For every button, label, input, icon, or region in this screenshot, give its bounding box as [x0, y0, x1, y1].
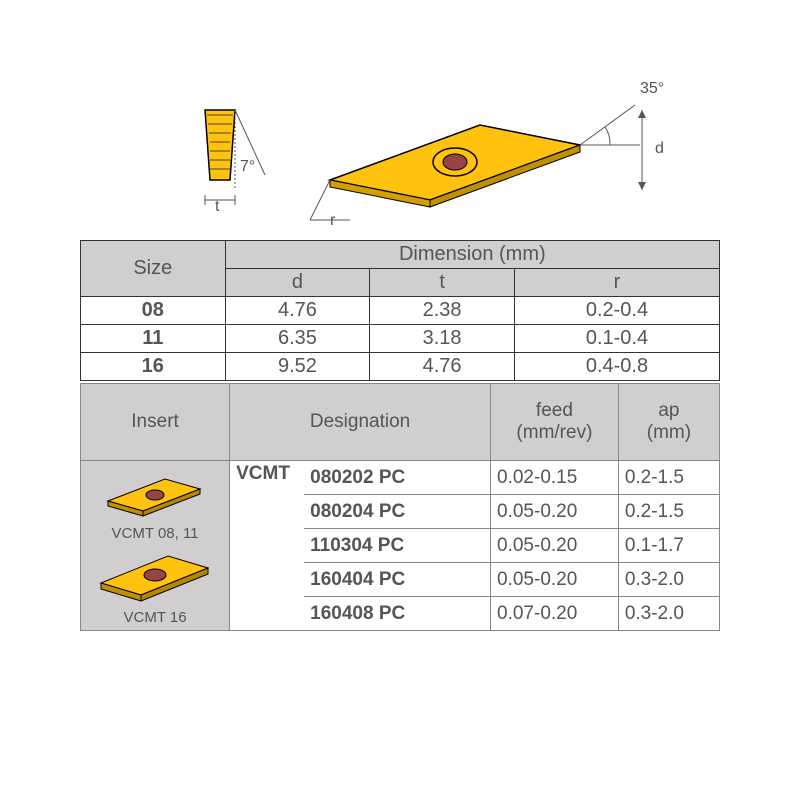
insert-large-icon	[93, 548, 218, 603]
table-row: 08 4.76 2.38 0.2-0.4	[81, 297, 720, 325]
dimension-table: Size Dimension (mm) d t r 08 4.76 2.38 0…	[80, 240, 720, 381]
insert-small-icon	[100, 471, 210, 519]
angle-tip-label: 35°	[640, 80, 664, 98]
angle-relief-label: 7°	[240, 158, 255, 176]
insert-header: Insert	[81, 384, 230, 461]
col-r: r	[514, 269, 719, 297]
r-label: r	[330, 212, 335, 230]
table-row: VCMT 08, 11 VCMT 16 VCMT 080202 PC 0.02-…	[81, 461, 720, 495]
size-header: Size	[81, 241, 226, 297]
d-label: d	[655, 140, 664, 158]
technical-diagram: 7° t 35° d r	[180, 80, 720, 240]
t-label: t	[215, 198, 219, 216]
ap-header: ap (mm)	[618, 384, 719, 461]
table-row: 16 9.52 4.76 0.4-0.8	[81, 353, 720, 381]
col-t: t	[370, 269, 515, 297]
insert-label-a: VCMT 08, 11	[85, 525, 225, 542]
insert-images-cell: VCMT 08, 11 VCMT 16	[81, 461, 230, 631]
table-row: 11 6.35 3.18 0.1-0.4	[81, 325, 720, 353]
feed-header: feed (mm/rev)	[491, 384, 619, 461]
dimension-header: Dimension (mm)	[225, 241, 719, 269]
designation-prefix: VCMT	[230, 461, 305, 631]
designation-table: Insert Designation feed (mm/rev) ap (mm)…	[80, 383, 720, 631]
designation-header: Designation	[230, 384, 491, 461]
insert-label-b: VCMT 16	[85, 609, 225, 626]
top-view-icon	[300, 90, 680, 240]
side-view-icon	[180, 100, 280, 240]
col-d: d	[225, 269, 370, 297]
